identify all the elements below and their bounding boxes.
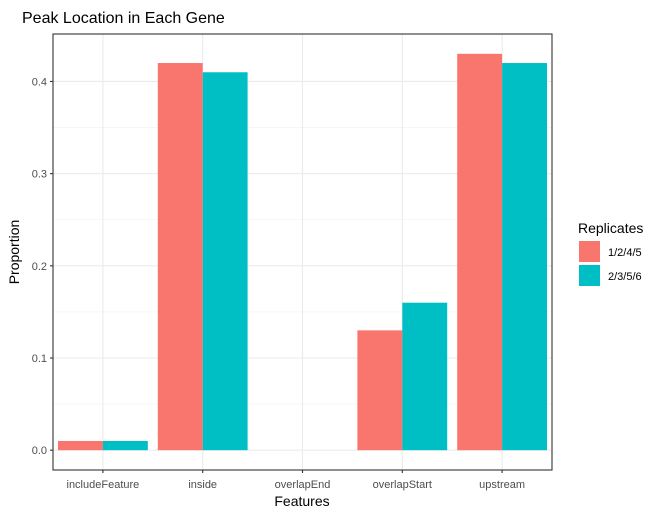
chart-title: Peak Location in Each Gene bbox=[22, 10, 225, 27]
legend: Replicates 1/2/4/5 2/3/5/6 bbox=[578, 220, 643, 286]
bar-2-3-5-6-inside bbox=[202, 72, 248, 451]
x-tick-label: overlapStart bbox=[373, 479, 432, 491]
bar-1-2-4-5-includeFeature bbox=[57, 440, 103, 451]
y-axis-title: Proportion bbox=[6, 220, 22, 285]
x-tick-label: overlapEnd bbox=[275, 479, 331, 491]
y-tick-label: 0.1 bbox=[32, 353, 47, 365]
x-tick-label: inside bbox=[188, 479, 217, 491]
x-tick-label: includeFeature bbox=[67, 479, 140, 491]
bar-1-2-4-5-upstream bbox=[457, 53, 503, 451]
legend-title: Replicates bbox=[578, 220, 643, 236]
bar-1-2-4-5-overlapStart bbox=[357, 330, 403, 451]
bar-2-3-5-6-overlapStart bbox=[402, 302, 448, 451]
y-tick-label: 0.0 bbox=[32, 445, 47, 457]
y-tick-label: 0.2 bbox=[32, 261, 47, 273]
bar-1-2-4-5-inside bbox=[157, 63, 203, 451]
y-tick-label: 0.3 bbox=[32, 169, 47, 181]
y-tick-label: 0.4 bbox=[32, 76, 47, 88]
x-tick-label: upstream bbox=[479, 479, 525, 491]
plot-area: 0.0 0.1 0.2 0.3 0.4 includeFeature inside overl… bbox=[32, 33, 553, 491]
x-axis-title: Features bbox=[274, 493, 329, 509]
legend-swatch bbox=[579, 265, 600, 286]
legend-label: 1/2/4/5 bbox=[608, 247, 642, 259]
legend-label: 2/3/5/6 bbox=[608, 271, 642, 283]
bar-2-3-5-6-includeFeature bbox=[102, 440, 148, 451]
bar-2-3-5-6-upstream bbox=[502, 63, 548, 451]
legend-swatch bbox=[579, 241, 600, 262]
